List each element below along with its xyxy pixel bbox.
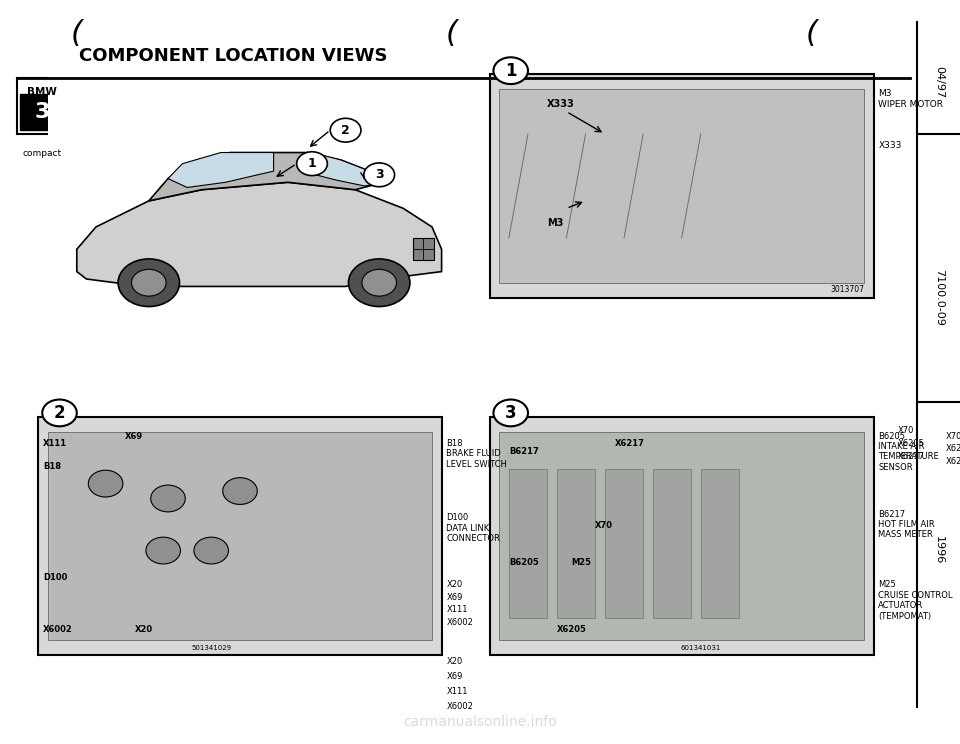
Polygon shape bbox=[168, 153, 274, 187]
Text: X111: X111 bbox=[446, 687, 468, 696]
Text: (: ( bbox=[71, 19, 83, 48]
Bar bbox=[48, 74, 451, 298]
Circle shape bbox=[493, 57, 528, 84]
Polygon shape bbox=[77, 182, 442, 286]
Circle shape bbox=[223, 478, 257, 504]
Text: X6002: X6002 bbox=[446, 702, 473, 711]
Text: 1996: 1996 bbox=[934, 536, 944, 565]
Text: X111: X111 bbox=[43, 440, 67, 449]
Bar bbox=[509, 469, 547, 618]
Polygon shape bbox=[149, 153, 384, 201]
FancyBboxPatch shape bbox=[20, 94, 64, 130]
FancyBboxPatch shape bbox=[17, 78, 67, 134]
Circle shape bbox=[132, 269, 166, 296]
Text: D100: D100 bbox=[43, 574, 67, 583]
Text: (: ( bbox=[805, 19, 817, 48]
Text: B6217
HOT FILM AIR
MASS METER: B6217 HOT FILM AIR MASS METER bbox=[878, 510, 935, 539]
Text: 601341031: 601341031 bbox=[681, 645, 721, 651]
Text: 3013707: 3013707 bbox=[830, 285, 864, 294]
Text: BMW: BMW bbox=[27, 86, 58, 97]
Text: B6205: B6205 bbox=[509, 559, 539, 568]
Text: 2: 2 bbox=[54, 404, 65, 422]
Circle shape bbox=[88, 470, 123, 497]
Text: X70
X6205
X6217: X70 X6205 X6217 bbox=[946, 432, 960, 466]
Text: 3: 3 bbox=[505, 404, 516, 422]
Text: X6205: X6205 bbox=[898, 439, 924, 448]
Bar bbox=[48, 432, 432, 640]
Bar bbox=[557, 469, 595, 618]
Text: X6205: X6205 bbox=[557, 626, 587, 635]
Bar bbox=[490, 74, 874, 298]
Circle shape bbox=[362, 269, 396, 296]
Circle shape bbox=[146, 537, 180, 564]
Text: M25
CRUISE CONTROL
ACTUATOR
(TEMPOMAT): M25 CRUISE CONTROL ACTUATOR (TEMPOMAT) bbox=[878, 580, 953, 620]
Circle shape bbox=[118, 259, 180, 307]
Text: 501341029: 501341029 bbox=[191, 645, 231, 651]
Text: X70: X70 bbox=[898, 426, 914, 435]
Text: B6205
INTAKE AIR
TEMPERATURE
SENSOR: B6205 INTAKE AIR TEMPERATURE SENSOR bbox=[878, 432, 939, 472]
Text: M25: M25 bbox=[571, 559, 591, 568]
Text: 04/97: 04/97 bbox=[934, 65, 944, 98]
Text: X6002: X6002 bbox=[43, 626, 73, 635]
Bar bbox=[653, 469, 691, 618]
Text: carmanualsonline.info: carmanualsonline.info bbox=[403, 715, 557, 728]
Text: (: ( bbox=[445, 19, 457, 48]
Text: X6217: X6217 bbox=[898, 452, 924, 461]
Text: B18: B18 bbox=[43, 462, 61, 471]
Text: X69: X69 bbox=[125, 432, 143, 441]
Bar bbox=[38, 417, 442, 655]
Text: B18
BRAKE FLUID
LEVEL SWITCH: B18 BRAKE FLUID LEVEL SWITCH bbox=[446, 439, 507, 469]
Circle shape bbox=[297, 152, 327, 176]
Text: B6217: B6217 bbox=[509, 447, 539, 456]
Text: 2: 2 bbox=[341, 124, 350, 137]
Text: M3
WIPER MOTOR: M3 WIPER MOTOR bbox=[878, 89, 944, 109]
Bar bbox=[413, 238, 434, 260]
Text: 3: 3 bbox=[375, 168, 383, 182]
Polygon shape bbox=[298, 153, 384, 186]
Text: X20
X69
X111
X6002: X20 X69 X111 X6002 bbox=[446, 580, 473, 626]
Circle shape bbox=[348, 259, 410, 307]
Bar bbox=[499, 89, 864, 283]
Bar bbox=[605, 469, 643, 618]
Text: X70: X70 bbox=[595, 522, 613, 530]
Circle shape bbox=[194, 537, 228, 564]
Text: X333: X333 bbox=[547, 99, 575, 109]
Text: M3: M3 bbox=[547, 218, 564, 228]
Text: 7100.0-09: 7100.0-09 bbox=[934, 269, 944, 326]
Circle shape bbox=[42, 400, 77, 426]
Text: X20: X20 bbox=[446, 657, 463, 666]
Text: compact: compact bbox=[23, 149, 61, 158]
Text: X69: X69 bbox=[446, 672, 463, 681]
Circle shape bbox=[364, 163, 395, 187]
Bar bbox=[499, 432, 864, 640]
Text: 1: 1 bbox=[505, 62, 516, 80]
Bar bbox=[490, 417, 874, 655]
Text: X20: X20 bbox=[134, 626, 153, 635]
Text: 3: 3 bbox=[35, 103, 50, 122]
Text: COMPONENT LOCATION VIEWS: COMPONENT LOCATION VIEWS bbox=[79, 47, 387, 65]
Circle shape bbox=[493, 400, 528, 426]
Text: D100
DATA LINK
CONNECTOR: D100 DATA LINK CONNECTOR bbox=[446, 513, 500, 543]
Text: 1: 1 bbox=[307, 157, 317, 170]
Text: X6217: X6217 bbox=[614, 440, 644, 449]
Circle shape bbox=[330, 118, 361, 142]
Text: X333: X333 bbox=[878, 141, 901, 150]
Circle shape bbox=[151, 485, 185, 512]
Bar bbox=[701, 469, 739, 618]
